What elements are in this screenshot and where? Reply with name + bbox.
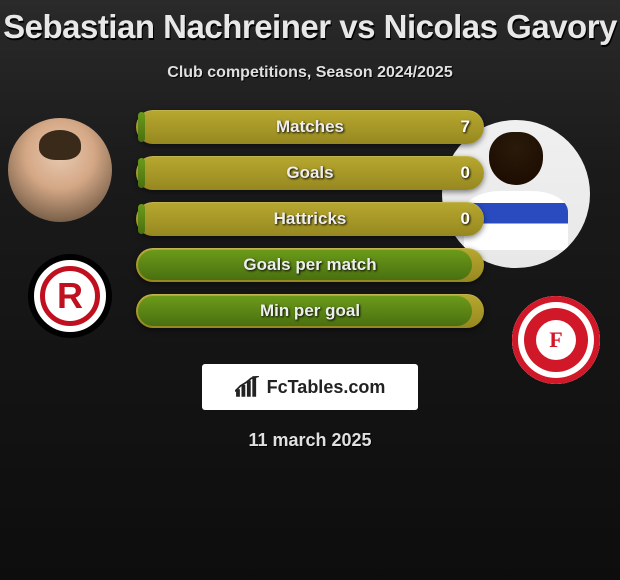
- player-left-avatar: [8, 118, 112, 222]
- club-right-letter: F: [549, 327, 562, 353]
- branding-badge: FcTables.com: [202, 364, 418, 410]
- stat-bar: Goals 0: [136, 156, 484, 190]
- chart-icon: [235, 376, 261, 398]
- stat-bar: Goals per match: [136, 248, 484, 282]
- stat-label: Matches: [276, 117, 344, 137]
- stat-bar-fill: [138, 204, 145, 234]
- club-left-badge: R: [28, 254, 112, 338]
- stat-right-value: 0: [461, 163, 470, 183]
- stat-bar: Matches 7: [136, 110, 484, 144]
- club-left-letter: R: [57, 275, 83, 317]
- club-right-badge: F: [512, 296, 600, 384]
- stat-bar-fill: [138, 158, 145, 188]
- branding-text: FcTables.com: [267, 377, 386, 398]
- subtitle: Club competitions, Season 2024/2025: [0, 64, 620, 82]
- stat-right-value: 0: [461, 209, 470, 229]
- stat-label: Goals: [286, 163, 333, 183]
- stat-label: Goals per match: [243, 255, 376, 275]
- date-text: 11 march 2025: [0, 430, 620, 451]
- stat-label: Hattricks: [274, 209, 347, 229]
- stat-label: Min per goal: [260, 301, 360, 321]
- stat-bar-fill: [138, 112, 145, 142]
- stat-bar: Min per goal: [136, 294, 484, 328]
- stat-bar: Hattricks 0: [136, 202, 484, 236]
- stat-right-value: 7: [461, 117, 470, 137]
- stat-bars: Matches 7 Goals 0 Hattricks 0 Goals per match M…: [136, 110, 484, 328]
- comparison-content: R F Matches7Goals0Hattricks0Goals per ma…: [0, 110, 620, 328]
- page-title: Sebastian Nachreiner vs Nicolas Gavory: [0, 0, 620, 46]
